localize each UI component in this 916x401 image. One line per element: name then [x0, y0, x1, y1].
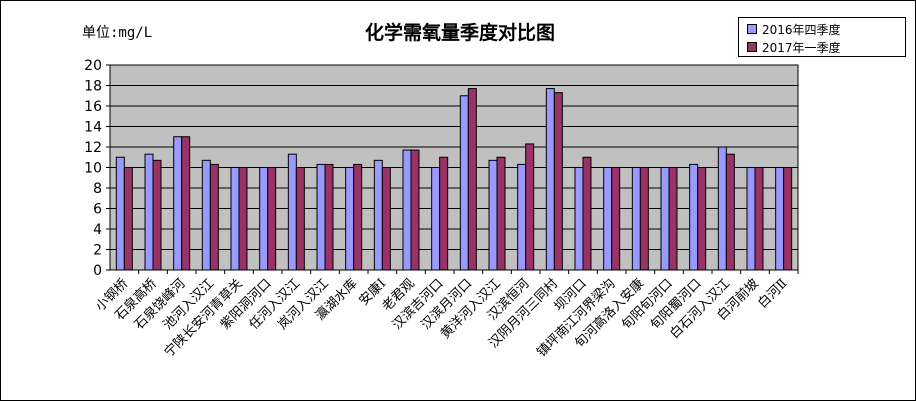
- bar-series-2: [324, 163, 334, 271]
- bar-series-1: [230, 167, 240, 271]
- y-tick-label: 20: [84, 58, 102, 74]
- bar-series-2: [582, 156, 592, 271]
- bar-series-2: [525, 143, 535, 271]
- bar-series-2: [353, 163, 363, 271]
- bar-series-2: [439, 156, 449, 271]
- bar-series-1: [201, 159, 211, 271]
- chart-title: 化学需氧量季度对比图: [364, 22, 555, 44]
- bar-series-1: [488, 159, 498, 271]
- x-tick-label: 白河Ⅱ: [755, 275, 791, 311]
- legend-swatch-series-2: [747, 42, 757, 52]
- legend-item-series-2: 2017年一季度: [747, 39, 841, 55]
- y-tick-label: 4: [93, 222, 102, 238]
- bar-series-1: [373, 159, 383, 271]
- bar-series-2: [181, 136, 191, 271]
- bar-series-1: [689, 163, 699, 271]
- y-tick-label: 6: [93, 202, 102, 218]
- bar-series-2: [410, 149, 420, 271]
- bar-series-2: [611, 167, 621, 271]
- legend-swatch-series-1: [747, 24, 757, 34]
- unit-label: 单位:mg/L: [82, 25, 153, 41]
- bar-series-1: [631, 167, 641, 271]
- bar-series-1: [144, 153, 154, 271]
- bar-series-1: [717, 146, 727, 271]
- bar-series-1: [173, 136, 183, 271]
- bar-series-2: [209, 163, 219, 271]
- bar-series-2: [381, 167, 391, 271]
- bar-series-1: [402, 149, 412, 271]
- bar-series-2: [123, 167, 133, 271]
- y-tick-label: 10: [84, 161, 102, 177]
- bar-series-2: [238, 167, 248, 271]
- legend-label-series-2: 2017年一季度: [762, 40, 841, 55]
- bar-series-1: [574, 167, 584, 271]
- bar-series-2: [725, 153, 735, 271]
- y-tick-label: 2: [93, 243, 102, 259]
- y-tick-label: 12: [84, 140, 102, 156]
- bar-series-2: [639, 167, 649, 271]
- bar-series-2: [295, 167, 305, 271]
- bar-series-2: [697, 167, 707, 271]
- bar-series-2: [267, 167, 277, 271]
- bar-series-1: [431, 167, 441, 271]
- bar-series-2: [152, 159, 162, 271]
- legend-item-series-1: 2016年四季度: [747, 21, 841, 37]
- bar-series-2: [467, 88, 477, 271]
- y-tick-label: 0: [93, 263, 102, 279]
- y-tick-label: 8: [93, 181, 102, 197]
- y-tick-label: 16: [84, 99, 102, 115]
- bar-series-2: [553, 92, 563, 271]
- bar-series-1: [316, 163, 326, 271]
- bar-series-1: [746, 167, 756, 271]
- bar-series-1: [287, 153, 297, 271]
- legend-label-series-1: 2016年四季度: [762, 22, 841, 37]
- bar-series-1: [115, 156, 125, 271]
- bar-series-1: [259, 167, 269, 271]
- bar-series-2: [496, 156, 506, 271]
- y-tick-label: 18: [84, 79, 102, 95]
- bar-series-1: [660, 167, 670, 271]
- bar-series-2: [783, 167, 793, 271]
- bar-series-1: [775, 167, 785, 271]
- bar-series-1: [603, 167, 613, 271]
- bar-series-1: [459, 95, 469, 271]
- bar-series-1: [545, 88, 555, 271]
- bar-series-2: [668, 167, 678, 271]
- bar-series-2: [754, 167, 764, 271]
- y-tick-label: 14: [84, 120, 102, 136]
- bar-series-1: [345, 167, 355, 271]
- bar-series-1: [517, 163, 527, 271]
- legend: 2016年四季度 2017年一季度: [738, 17, 906, 57]
